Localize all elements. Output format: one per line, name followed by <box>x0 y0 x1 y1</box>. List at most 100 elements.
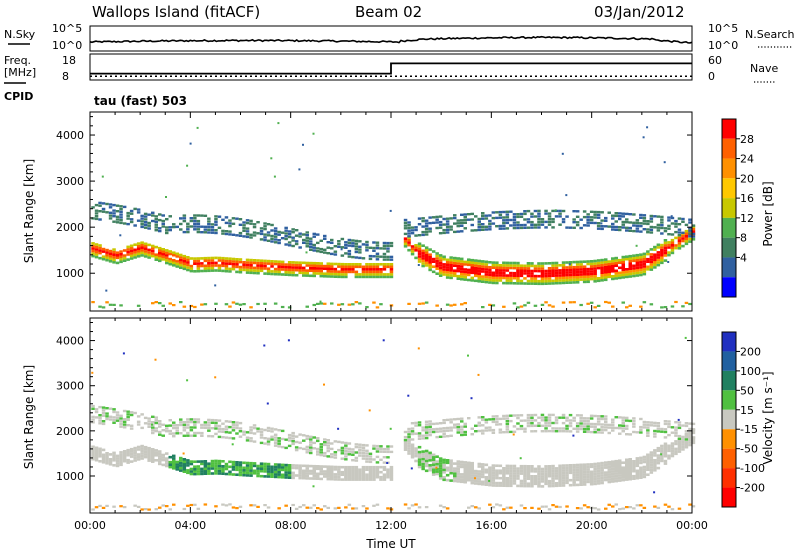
undefined-cell <box>495 481 499 485</box>
undefined-cell <box>305 305 309 308</box>
undefined-cell <box>266 472 271 476</box>
undefined-cell <box>621 255 625 259</box>
undefined-cell <box>161 253 165 256</box>
undefined-cell <box>540 505 545 508</box>
undefined-cell <box>119 216 123 219</box>
undefined-cell <box>417 255 422 258</box>
undefined-cell <box>421 217 425 220</box>
undefined-cell <box>491 466 496 470</box>
undefined-cell <box>435 221 439 224</box>
undefined-cell <box>575 463 580 467</box>
undefined-cell <box>551 421 555 425</box>
undefined-cell <box>684 424 689 428</box>
undefined-cell <box>354 456 359 460</box>
undefined-cell <box>309 469 313 473</box>
undefined-cell <box>312 467 316 470</box>
undefined-cell <box>122 352 125 355</box>
undefined-cell <box>558 471 562 475</box>
undefined-cell <box>193 431 197 435</box>
undefined-cell <box>291 228 295 231</box>
undefined-cell <box>484 214 489 217</box>
undefined-cell <box>537 218 541 221</box>
undefined-cell <box>565 194 568 197</box>
undefined-cell <box>256 464 260 468</box>
undefined-cell <box>368 273 373 276</box>
undefined-cell <box>403 245 408 248</box>
undefined-cell <box>151 249 155 253</box>
undefined-cell <box>263 272 267 275</box>
undefined-cell <box>568 478 573 482</box>
undefined-cell <box>632 267 636 270</box>
undefined-cell <box>639 305 643 308</box>
undefined-cell <box>291 261 295 264</box>
undefined-cell <box>614 477 618 480</box>
undefined-cell <box>575 270 580 274</box>
undefined-cell <box>105 258 109 262</box>
undefined-cell <box>151 450 155 454</box>
undefined-cell <box>421 434 425 437</box>
undefined-cell <box>365 460 369 463</box>
undefined-cell <box>147 449 151 452</box>
undefined-cell <box>284 471 288 474</box>
undefined-cell <box>526 422 531 425</box>
undefined-cell <box>660 454 664 458</box>
undefined-cell <box>273 436 278 439</box>
undefined-cell <box>481 480 485 484</box>
undefined-cell <box>558 484 562 487</box>
undefined-cell <box>263 225 267 228</box>
undefined-cell <box>91 252 95 255</box>
undefined-cell <box>214 459 218 463</box>
undefined-cell <box>245 230 250 233</box>
undefined-cell <box>463 461 467 464</box>
undefined-cell <box>519 305 524 308</box>
undefined-cell <box>287 466 292 469</box>
undefined-cell <box>572 278 576 282</box>
undefined-cell <box>245 439 250 442</box>
undefined-cell <box>407 221 411 224</box>
undefined-cell <box>361 478 366 481</box>
undefined-cell <box>249 439 253 443</box>
undefined-cell <box>94 506 99 509</box>
undefined-cell <box>161 423 165 426</box>
undefined-cell <box>653 248 657 251</box>
undefined-cell <box>516 416 520 420</box>
undefined-cell <box>347 268 352 271</box>
undefined-cell <box>354 263 359 266</box>
undefined-cell <box>660 453 663 456</box>
undefined-cell <box>143 223 148 227</box>
undefined-cell <box>607 475 611 479</box>
undefined-cell <box>203 228 208 231</box>
undefined-cell <box>474 264 478 267</box>
undefined-cell <box>488 276 492 279</box>
undefined-cell <box>586 473 590 476</box>
undefined-cell <box>635 224 640 227</box>
undefined-cell <box>238 258 243 261</box>
undefined-cell <box>351 263 355 266</box>
undefined-cell <box>186 469 190 472</box>
undefined-cell <box>646 126 649 129</box>
undefined-cell <box>273 475 278 479</box>
undefined-cell <box>621 478 625 482</box>
undefined-cell <box>428 263 432 267</box>
undefined-cell <box>646 220 650 223</box>
undefined-cell <box>133 459 137 462</box>
undefined-cell <box>259 464 264 468</box>
velocity-colorbar-tick-label: -15 <box>740 423 758 436</box>
undefined-cell <box>344 458 348 461</box>
undefined-cell <box>330 470 334 474</box>
undefined-cell <box>147 420 151 423</box>
undefined-cell <box>474 269 478 272</box>
undefined-cell <box>242 268 246 272</box>
undefined-cell <box>136 423 141 426</box>
undefined-cell <box>456 230 460 233</box>
undefined-cell <box>101 247 106 251</box>
undefined-cell <box>660 447 664 450</box>
undefined-cell <box>530 470 534 473</box>
undefined-cell <box>347 450 352 453</box>
undefined-cell <box>442 270 446 274</box>
undefined-cell <box>677 434 682 438</box>
undefined-cell <box>670 241 675 244</box>
undefined-cell <box>526 416 531 419</box>
undefined-cell <box>112 451 116 455</box>
undefined-cell <box>653 255 657 259</box>
